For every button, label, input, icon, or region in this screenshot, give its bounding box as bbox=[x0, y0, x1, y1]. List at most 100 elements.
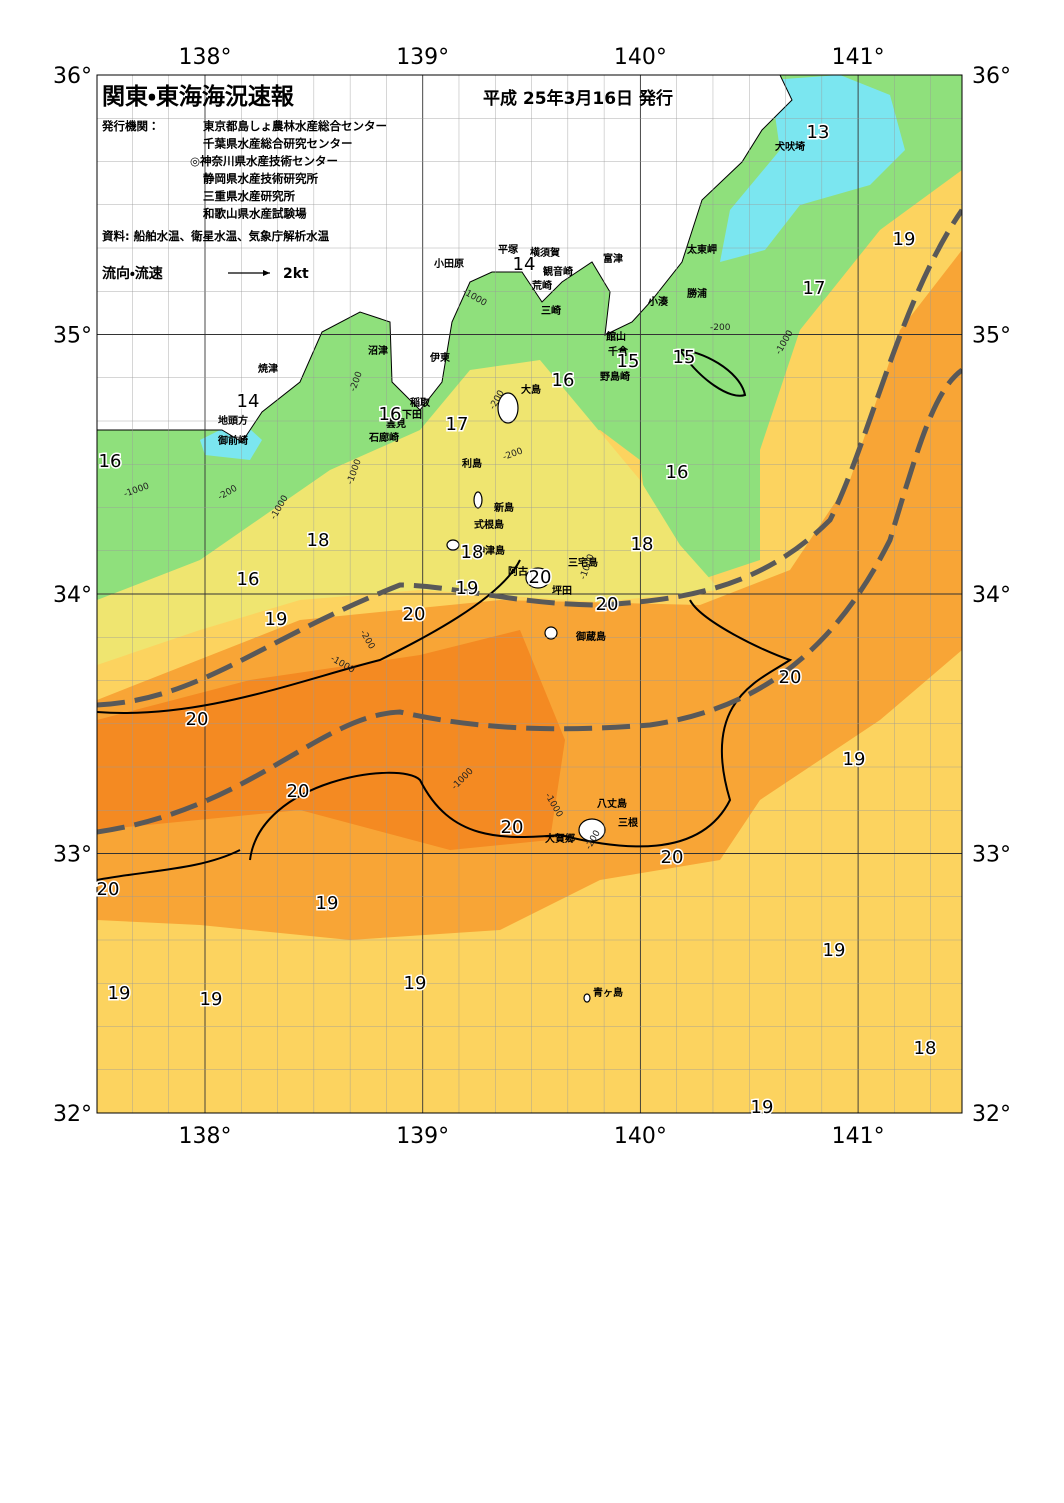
lon-label: 139° bbox=[396, 45, 449, 70]
place-name: 下田 bbox=[402, 409, 422, 421]
isotherm-label: 18 bbox=[307, 530, 330, 551]
isotherm-label: 19 bbox=[200, 989, 223, 1010]
place-name: 焼津 bbox=[258, 362, 278, 375]
isotherm-label: 16 bbox=[666, 462, 689, 483]
graticule bbox=[97, 75, 962, 1113]
lat-label: 35° bbox=[972, 324, 1011, 349]
isotherm-label: 19 bbox=[893, 229, 916, 250]
isotherm-label: 20 bbox=[661, 847, 684, 868]
issuer: 千葉県水産総合研究センター bbox=[203, 137, 353, 151]
place-name: 横須賀 bbox=[530, 246, 560, 259]
place-name: 勝浦 bbox=[687, 287, 707, 300]
place-name: 太東岬 bbox=[686, 243, 717, 256]
lat-label: 35° bbox=[53, 324, 92, 349]
islands bbox=[446, 392, 606, 1003]
legend-scale: 2kt bbox=[283, 266, 309, 282]
place-name: 小田原 bbox=[433, 257, 464, 270]
place-name: 式根島 bbox=[474, 518, 504, 531]
lat-label: 32° bbox=[53, 1102, 92, 1127]
legend-arrow-head bbox=[263, 270, 270, 276]
place-name: 大賀郷 bbox=[545, 832, 575, 845]
isotherm-label: 20 bbox=[186, 709, 209, 730]
isotherm-label: 19 bbox=[456, 578, 479, 599]
lon-label: 141° bbox=[832, 45, 885, 70]
lat-label: 36° bbox=[972, 64, 1011, 89]
isotherm-label: 19 bbox=[108, 983, 131, 1004]
sea-17-18 bbox=[97, 360, 720, 665]
isotherm-label: 19 bbox=[316, 893, 339, 914]
source: 資料: 船舶水温、衛星水温、気象庁解析水温 bbox=[102, 229, 330, 243]
isotherm-label: 16 bbox=[379, 404, 402, 425]
isotherm-label: 20 bbox=[596, 594, 619, 615]
isotherm-label: 20 bbox=[403, 604, 426, 625]
place-name: 富津 bbox=[603, 252, 623, 265]
isotherm-label: 18 bbox=[631, 534, 654, 555]
isotherm-label: 14 bbox=[513, 254, 536, 275]
place-name: 観音崎 bbox=[543, 265, 573, 278]
issuer-label: 発行機関： bbox=[101, 119, 160, 133]
place-name: 雲見 bbox=[386, 418, 406, 430]
place-name: 御前崎 bbox=[217, 434, 248, 447]
isotherm-label: 14 bbox=[237, 391, 260, 412]
title: 関東・東海海況速報 bbox=[102, 83, 295, 110]
place-name: 坪田 bbox=[552, 584, 572, 597]
isotherm-label: 17 bbox=[803, 278, 826, 299]
lat-label: 36° bbox=[53, 64, 92, 89]
place-name: 犬吠埼 bbox=[775, 140, 805, 153]
lat-label: 32° bbox=[972, 1102, 1011, 1127]
isotherm-label: 16 bbox=[552, 370, 575, 391]
place-name: 石廊崎 bbox=[368, 431, 399, 444]
place-name: 御蔵島 bbox=[575, 630, 606, 643]
place-name: 千倉 bbox=[608, 345, 629, 358]
place-name: 三崎 bbox=[541, 304, 561, 317]
lat-label: 33° bbox=[972, 843, 1011, 868]
place-name: 大島 bbox=[521, 383, 541, 396]
isotherm-label: 20 bbox=[529, 567, 552, 588]
isotherm-label: 20 bbox=[287, 781, 310, 802]
issuer: 三重県水産研究所 bbox=[203, 189, 295, 203]
isotherm-label: 20 bbox=[97, 879, 120, 900]
isotherm-label: 19 bbox=[265, 609, 288, 630]
lat-label: 34° bbox=[53, 583, 92, 608]
isotherm-label: 16 bbox=[237, 569, 260, 590]
map-body bbox=[97, 75, 962, 1113]
isotherm-label: 19 bbox=[751, 1097, 774, 1118]
isotherms bbox=[97, 349, 793, 881]
lat-label: 33° bbox=[53, 843, 92, 868]
isotherm-label: 15 bbox=[617, 351, 640, 372]
isotherm-label: 13 bbox=[807, 122, 830, 143]
place-name: 新島 bbox=[493, 501, 514, 514]
isotherm-label: 19 bbox=[404, 973, 427, 994]
issue-date: 平成 25年3月16日 発行 bbox=[483, 88, 673, 109]
isotherm-label: 20 bbox=[501, 817, 524, 838]
lat-label: 34° bbox=[972, 583, 1011, 608]
place-name: 八丈島 bbox=[597, 797, 627, 810]
place-name: 三宅島 bbox=[568, 556, 598, 569]
place-name: 伊東 bbox=[429, 351, 450, 364]
kuroshio-axis bbox=[97, 208, 962, 835]
place-name: 小湊 bbox=[647, 295, 669, 308]
isotherm-label: 15 bbox=[673, 347, 696, 368]
lon-label: 140° bbox=[614, 1124, 667, 1149]
isotherm-label: 16 bbox=[99, 451, 122, 472]
lon-label: 139° bbox=[396, 1124, 449, 1149]
place-name: 平塚 bbox=[498, 243, 519, 256]
land bbox=[97, 75, 793, 443]
issuer: 和歌山県水産試験場 bbox=[203, 207, 307, 221]
isotherm-label: 18 bbox=[461, 542, 484, 563]
place-name: 利島 bbox=[462, 457, 482, 470]
place-name: 沼津 bbox=[368, 344, 388, 357]
isotherm-label: 17 bbox=[446, 414, 469, 435]
isotherm-label: 18 bbox=[914, 1038, 937, 1059]
sea-13 bbox=[720, 75, 905, 262]
place-name: 青ヶ島 bbox=[593, 986, 623, 999]
issuer: 東京都島しょ農林水産総合センター bbox=[203, 119, 387, 133]
isotherm-label: 19 bbox=[843, 749, 866, 770]
place-name: 阿古 bbox=[508, 565, 528, 578]
depth-label: -200 bbox=[710, 323, 731, 333]
place-name: 神津島 bbox=[474, 544, 505, 557]
place-name: 館山 bbox=[605, 330, 626, 343]
place-name: 三根 bbox=[618, 816, 639, 829]
issuer: ◎神奈川県水産技術センター bbox=[190, 154, 338, 168]
